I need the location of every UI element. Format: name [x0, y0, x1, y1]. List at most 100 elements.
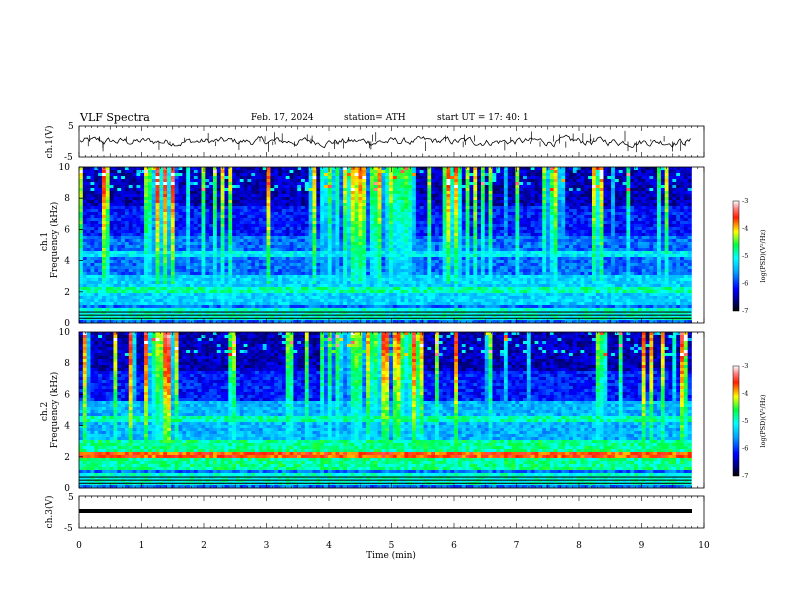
spectrogram-cell — [324, 203, 329, 207]
spectrogram-cell — [657, 182, 662, 186]
spectrogram-cell — [649, 191, 654, 195]
spectrogram-cell — [553, 242, 558, 246]
spectrogram-cell — [438, 224, 443, 228]
spectrogram-cell — [542, 254, 547, 258]
spectrogram-cell — [676, 245, 681, 249]
spectrogram-cell — [641, 218, 646, 222]
spectrogram-cell — [431, 245, 436, 249]
spectrogram-cell — [473, 215, 478, 219]
spectrogram-cell — [680, 245, 685, 249]
spectrogram-cell — [121, 203, 126, 207]
spectrogram-cell — [109, 212, 114, 216]
spectrogram-cell — [404, 227, 409, 231]
spectrogram-cell — [144, 170, 149, 174]
spectrogram-cell — [293, 224, 298, 228]
spectrogram-cell — [109, 182, 114, 186]
spectrogram-cell — [285, 221, 290, 225]
spectrogram-cell — [500, 188, 505, 192]
spectrogram-cell — [591, 209, 597, 213]
spectrogram-cell — [86, 170, 91, 174]
spectrogram-cell — [500, 185, 505, 189]
spectrogram-cell — [147, 188, 153, 192]
spectrogram-cell — [400, 185, 405, 189]
spectrogram-cell — [473, 227, 478, 231]
spectrogram-cell — [174, 215, 179, 219]
spectrogram-cell — [262, 170, 267, 174]
spectrogram-cell — [247, 236, 252, 240]
spectrogram-cell — [174, 188, 179, 192]
spectrogram-cell — [419, 167, 424, 171]
spectrogram-cell — [603, 170, 608, 174]
spectrogram-cell — [320, 233, 325, 237]
spectrogram-cell — [546, 197, 551, 201]
spectrogram-cell — [404, 188, 409, 192]
spectrogram-cell — [611, 185, 616, 189]
spectrogram-cell — [607, 224, 612, 228]
spectrogram-cell — [209, 167, 214, 171]
spectrogram-cell — [637, 251, 643, 255]
spectrogram-cell — [595, 209, 600, 213]
spectrogram-cell — [79, 242, 84, 246]
spectrogram-cell — [569, 200, 574, 204]
spectrogram-cell — [385, 182, 390, 186]
spectrogram-cell — [557, 182, 562, 186]
spectrogram-cell — [113, 215, 118, 219]
spectrogram-cell — [266, 248, 271, 252]
spectrogram-cell — [308, 176, 313, 180]
spectrogram-cell — [274, 188, 279, 192]
spectrogram-cell — [435, 185, 440, 189]
spectrogram-cell — [362, 209, 367, 213]
spectrogram-cell — [423, 242, 428, 246]
spectrogram-cell — [565, 236, 570, 240]
spectrogram-cell — [304, 200, 309, 204]
spectrogram-cell — [262, 221, 267, 225]
spectrogram-cell — [362, 212, 367, 216]
spectrogram-cell — [507, 233, 512, 237]
spectrogram-cell — [553, 176, 558, 180]
spectrogram-cell — [235, 185, 241, 189]
spectrogram-cell — [121, 212, 126, 216]
spectrogram-cell — [427, 200, 432, 204]
spectrogram-cell — [454, 218, 459, 222]
spectrogram-cell — [255, 242, 260, 246]
spectrogram-cell — [412, 188, 417, 192]
spectrogram-cell — [530, 254, 535, 258]
spectrogram-cell — [144, 212, 149, 216]
spectrogram-cell — [289, 230, 294, 234]
spectrogram-cell — [546, 215, 551, 219]
spectrogram-cell — [396, 227, 401, 231]
spectrogram-cell — [121, 173, 126, 177]
spectrogram-cell — [557, 215, 562, 219]
spectrogram-cell — [634, 221, 639, 225]
spectrogram-cell — [220, 176, 225, 180]
spectrogram-cell — [197, 218, 202, 222]
spectrogram-cell — [109, 224, 114, 228]
spectrogram-cell — [320, 227, 325, 231]
spectrogram-cell — [569, 251, 574, 255]
spectrogram-cell — [167, 224, 172, 228]
spectrogram-cell — [580, 170, 585, 174]
spectrogram-cell — [174, 176, 179, 180]
spectrogram-cell — [377, 167, 382, 171]
spectrogram-cell — [377, 218, 382, 222]
spectrogram-cell — [637, 206, 643, 210]
spectrogram-cell — [193, 236, 198, 240]
spectrogram-cell — [205, 179, 210, 183]
spectrogram-cell — [82, 188, 87, 192]
spectrogram-cell — [86, 257, 91, 261]
spectrogram-cell — [649, 233, 654, 237]
spectrogram-cell — [534, 245, 539, 249]
spectrogram-cell — [327, 185, 332, 189]
spectrogram-cell — [683, 203, 688, 207]
spectrogram-cell — [680, 200, 685, 204]
spectrogram-cell — [450, 185, 455, 189]
spectrogram-cell — [480, 212, 486, 216]
spectrogram-cell — [136, 200, 141, 204]
spectrogram-cell — [412, 197, 417, 201]
spectrogram-cell — [258, 200, 264, 204]
spectrogram-cell — [435, 245, 440, 249]
spectrogram-cell — [457, 200, 463, 204]
spectrogram-cell — [147, 239, 153, 243]
spectrogram-cell — [595, 224, 600, 228]
spectrogram-cell — [312, 179, 317, 183]
